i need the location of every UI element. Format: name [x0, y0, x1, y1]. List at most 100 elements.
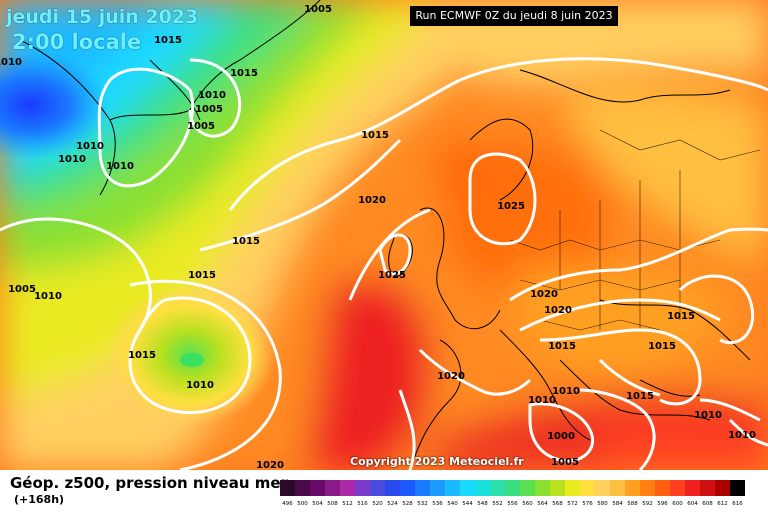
- scale-label: 580: [597, 501, 608, 507]
- isobar-label: 1015: [188, 270, 216, 281]
- scale-label: 592: [642, 501, 653, 507]
- isobar-label: 1010: [186, 380, 214, 391]
- scale-swatch: [730, 480, 745, 496]
- coastlines: [19, 0, 751, 470]
- scale-label: 500: [297, 501, 308, 507]
- scale-swatch: [340, 480, 355, 496]
- scale-swatch: [565, 480, 580, 496]
- scale-swatch: [595, 480, 610, 496]
- scale-swatch: [490, 480, 505, 496]
- isobar-label: 1020: [437, 371, 465, 382]
- scale-label: 520: [372, 501, 383, 507]
- scale-swatch: [460, 480, 475, 496]
- isobar-label: 1015: [154, 35, 182, 46]
- scale-label: 524: [387, 501, 398, 507]
- isobar-label: 1025: [497, 201, 525, 212]
- borders: [509, 129, 761, 331]
- scale-label: 588: [627, 501, 638, 507]
- isobar-label: 1025: [378, 270, 406, 281]
- scale-label: 604: [687, 501, 698, 507]
- isobar-label: 1020: [256, 460, 284, 470]
- scale-label: 596: [657, 501, 668, 507]
- color-scale: 496 500 504 508 512 516 520 524 528 532 536 540 544 5…: [280, 480, 745, 507]
- isobar-label: 1010: [58, 154, 86, 165]
- isobar-label: 1015: [128, 350, 156, 361]
- scale-swatch: [715, 480, 730, 496]
- isobar-label: 1005: [195, 104, 223, 115]
- scale-label: 532: [417, 501, 428, 507]
- scale-swatch: [655, 480, 670, 496]
- scale-swatch: [640, 480, 655, 496]
- scale-swatch: [625, 480, 640, 496]
- scale-label: 548: [477, 501, 488, 507]
- copyright: Copyright 2023 Meteociel.fr: [350, 455, 524, 468]
- scale-label: 536: [432, 501, 443, 507]
- scale-label: 576: [582, 501, 593, 507]
- scale-swatch: [325, 480, 340, 496]
- forecast-time: 2:00 locale: [12, 30, 142, 54]
- scale-label: 552: [492, 501, 503, 507]
- isobar-labels: 1005101510101015101010051005101510101010…: [0, 4, 756, 470]
- scale-swatch: [505, 480, 520, 496]
- scale-swatch: [550, 480, 565, 496]
- isobar-label: 1020: [544, 305, 572, 316]
- isobar-label: 1005: [304, 4, 332, 15]
- isobar-label: 1010: [528, 395, 556, 406]
- scale-swatch: [280, 480, 295, 496]
- scale-swatch: [670, 480, 685, 496]
- isobar-label: 1015: [648, 341, 676, 352]
- isobar-label: 1010: [694, 410, 722, 421]
- geopotential-field: [0, 0, 768, 470]
- scale-label: 512: [342, 501, 353, 507]
- scale-label: 616: [732, 501, 743, 507]
- scale-label: 600: [672, 501, 683, 507]
- isobar-label: 1015: [626, 391, 654, 402]
- isobar-label: 1020: [358, 195, 386, 206]
- isobar-label: 1020: [530, 289, 558, 300]
- scale-swatch: [385, 480, 400, 496]
- isobar-label: 1010: [198, 90, 226, 101]
- model-run-label: Run ECMWF 0Z du jeudi 8 juin 2023: [410, 6, 618, 26]
- lead-time: (+168h): [14, 493, 65, 506]
- scale-swatch: [580, 480, 595, 496]
- isobars: [0, 57, 768, 470]
- scale-swatch: [355, 480, 370, 496]
- isobar-label: 1010: [34, 291, 62, 302]
- scale-swatch: [415, 480, 430, 496]
- scale-swatch: [685, 480, 700, 496]
- forecast-date: jeudi 15 juin 2023: [6, 6, 199, 28]
- isobar-label: 1005: [8, 284, 36, 295]
- isobar-label: 1015: [232, 236, 260, 247]
- scale-swatch: [445, 480, 460, 496]
- scale-label: 608: [702, 501, 713, 507]
- isobar-label: 1015: [230, 68, 258, 79]
- scale-label: 504: [312, 501, 323, 507]
- scale-label: 560: [522, 501, 533, 507]
- scale-label: 556: [507, 501, 518, 507]
- scale-label: 496: [282, 501, 293, 507]
- scale-label: 508: [327, 501, 338, 507]
- scale-swatch: [310, 480, 325, 496]
- scale-label: 568: [552, 501, 563, 507]
- scale-label: 564: [537, 501, 548, 507]
- isobar-label: 1015: [548, 341, 576, 352]
- isobar-label: 1000: [547, 431, 575, 442]
- scale-label: 544: [462, 501, 473, 507]
- scale-label: 516: [357, 501, 368, 507]
- scale-swatch: [610, 480, 625, 496]
- scale-swatch: [400, 480, 415, 496]
- scale-swatch: [520, 480, 535, 496]
- isobar-label: 1005: [187, 121, 215, 132]
- scale-label: 528: [402, 501, 413, 507]
- isobar-label: 1015: [361, 130, 389, 141]
- isobar-label: 1010: [0, 57, 22, 68]
- scale-label: 572: [567, 501, 578, 507]
- scale-swatch: [430, 480, 445, 496]
- weather-map: 1005101510101015101010051005101510101010…: [0, 0, 768, 470]
- isobar-label: 1010: [552, 386, 580, 397]
- scale-swatch: [535, 480, 550, 496]
- isobar-label: 1010: [76, 141, 104, 152]
- isobar-label: 1005: [551, 457, 579, 468]
- scale-swatch: [370, 480, 385, 496]
- scale-label: 584: [612, 501, 623, 507]
